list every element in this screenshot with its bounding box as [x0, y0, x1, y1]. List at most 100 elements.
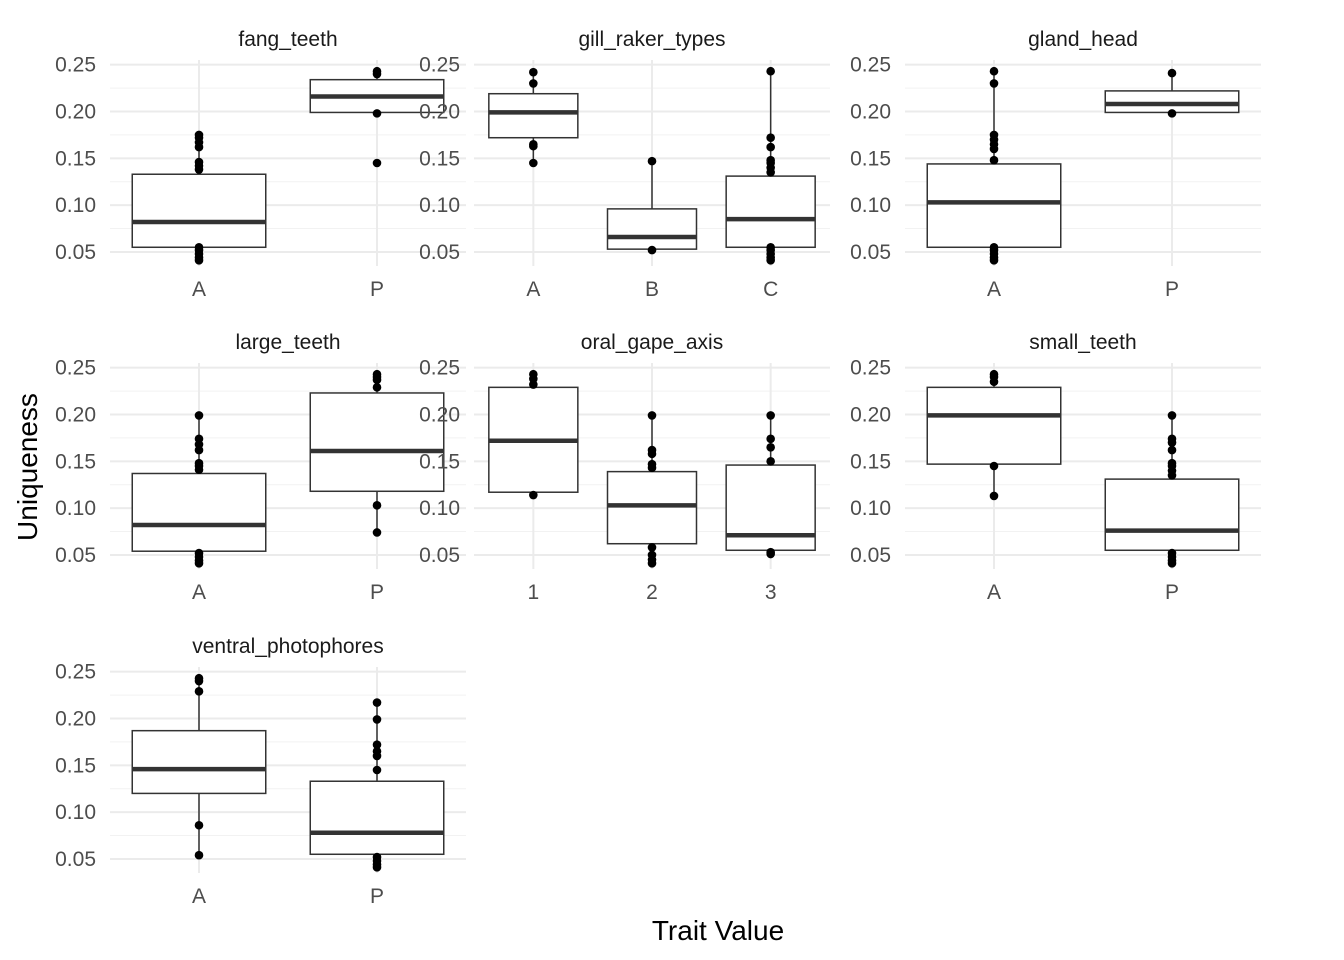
data-point [194, 130, 204, 140]
data-point [989, 155, 999, 165]
facet-panel: 0.05 0.10 0.15 0.20 0.25 ventral_photophores A… [55, 635, 466, 908]
facet-title: ventral_photophores [192, 635, 383, 658]
y-tick-label: 0.15 [419, 450, 460, 473]
data-point [647, 550, 657, 560]
x-tick-label: P [370, 278, 384, 301]
y-tick-label: 0.10 [850, 497, 891, 520]
data-point [1167, 411, 1177, 420]
data-point [989, 461, 999, 471]
data-point [766, 155, 775, 165]
y-tick-label: 0.25 [419, 54, 460, 77]
y-tick-label: 0.25 [55, 661, 96, 684]
data-point [989, 79, 999, 88]
y-tick-label: 0.20 [55, 101, 96, 124]
box [309, 392, 445, 493]
box [131, 173, 267, 249]
data-point [647, 411, 657, 420]
facet-title: gland_head [1028, 28, 1138, 51]
x-tick-label: P [1165, 278, 1179, 301]
y-tick-label: 0.05 [419, 241, 460, 264]
x-tick-label: 2 [646, 581, 658, 604]
x-tick-label: A [987, 581, 1001, 604]
data-point [194, 434, 204, 444]
data-point [529, 139, 538, 149]
data-point [1167, 68, 1177, 78]
data-point [1167, 434, 1177, 444]
x-tick-label: A [192, 278, 206, 301]
data-point [989, 491, 999, 501]
data-point [194, 548, 204, 558]
x-tick-label: A [526, 278, 540, 301]
facet-panel: 0.05 0.10 0.15 0.20 0.25 gill_raker_types A B C [419, 28, 830, 301]
data-point [372, 528, 382, 537]
data-point [989, 369, 999, 379]
data-point [194, 687, 204, 696]
y-tick-label: 0.20 [419, 404, 460, 427]
x-tick-label: 3 [765, 581, 777, 604]
x-tick-label: A [192, 885, 206, 908]
y-tick-label: 0.15 [55, 450, 96, 473]
box [488, 92, 579, 139]
y-tick-label: 0.25 [419, 357, 460, 380]
y-tick-label: 0.15 [419, 147, 460, 170]
data-point [372, 158, 382, 168]
data-point [529, 67, 538, 77]
data-point [766, 133, 775, 143]
data-point [1167, 548, 1177, 558]
y-tick-label: 0.05 [55, 241, 96, 264]
data-point [529, 158, 538, 168]
box [606, 470, 698, 545]
x-tick-label: P [1165, 581, 1179, 604]
facet-panel: 0.05 0.10 0.15 0.20 0.25 small_teeth A P [850, 331, 1261, 604]
data-point [989, 130, 999, 140]
data-point [647, 156, 657, 166]
data-point [766, 142, 775, 152]
facet-title: oral_gape_axis [581, 331, 723, 354]
y-tick-label: 0.25 [850, 54, 891, 77]
y-tick-label: 0.10 [55, 497, 96, 520]
data-point [194, 242, 204, 252]
data-point [194, 673, 204, 683]
y-tick-label: 0.05 [850, 544, 891, 567]
facet-panel: 0.05 0.10 0.15 0.20 0.25 fang_teeth A P [55, 28, 466, 301]
x-tick-label: C [763, 278, 778, 301]
y-tick-label: 0.15 [850, 147, 891, 170]
y-tick-label: 0.05 [55, 848, 96, 871]
y-tick-label: 0.25 [55, 357, 96, 380]
data-point [194, 411, 204, 420]
facet-panel: 0.05 0.10 0.15 0.20 0.25 large_teeth A P [55, 331, 466, 604]
data-point [766, 442, 775, 452]
data-point [1167, 458, 1177, 468]
data-point [372, 715, 382, 724]
data-point [989, 242, 999, 252]
facet-title: fang_teeth [238, 28, 337, 51]
x-axis-title: Trait Value [652, 915, 784, 946]
data-point [372, 383, 382, 392]
box [725, 175, 816, 249]
box [1104, 478, 1240, 552]
data-point [989, 66, 999, 76]
y-tick-label: 0.15 [55, 147, 96, 170]
data-point [1167, 109, 1177, 118]
data-point [529, 369, 538, 379]
data-point [194, 458, 204, 468]
box [131, 472, 267, 552]
data-point [647, 459, 657, 469]
y-tick-label: 0.05 [55, 544, 96, 567]
y-tick-label: 0.05 [850, 241, 891, 264]
data-point [372, 740, 382, 750]
x-tick-label: A [192, 581, 206, 604]
data-point [647, 445, 657, 455]
data-point [372, 746, 382, 756]
y-tick-label: 0.10 [850, 194, 891, 217]
facet-panel: 0.05 0.10 0.15 0.20 0.25 oral_gape_axis 1 2 3 [419, 331, 830, 604]
box [131, 729, 267, 795]
box [309, 780, 445, 856]
data-point [529, 490, 538, 500]
data-point [372, 501, 382, 510]
data-point [766, 547, 775, 557]
data-point [194, 157, 204, 167]
x-tick-label: P [370, 581, 384, 604]
y-tick-label: 0.10 [55, 801, 96, 824]
data-point [372, 369, 382, 379]
